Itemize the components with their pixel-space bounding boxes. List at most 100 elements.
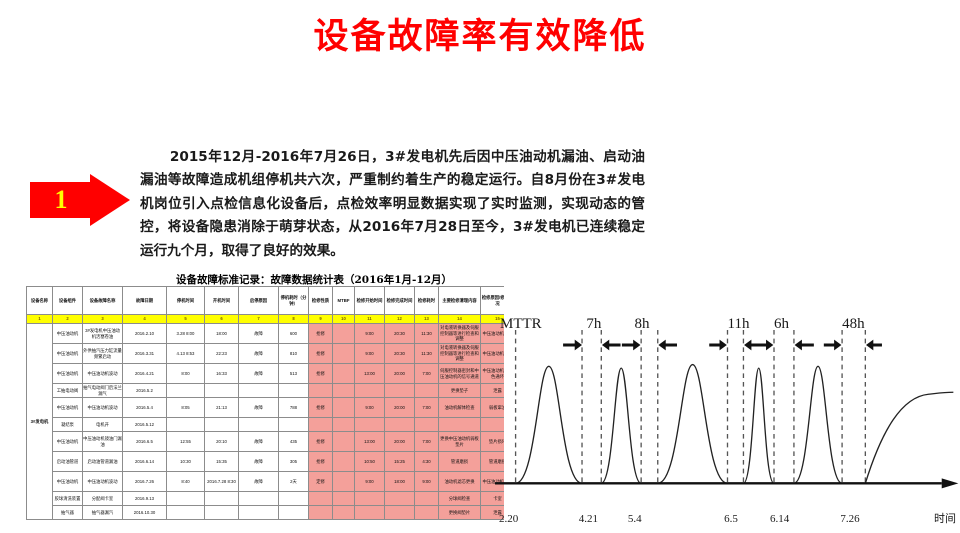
table-head: 设备名称 设备组件 设备故障名称 故障日期 停机时间 开机时间 启停原因 停机耗…	[26, 286, 504, 324]
body-paragraph: 2015年12月-2016年7月26日，3#发电机先后因中压油动机漏油、启动油漏…	[140, 149, 645, 259]
col-num-8: 8	[278, 314, 309, 324]
cell-repair-start: 9:00	[354, 343, 385, 364]
cell-repair-hours	[414, 417, 439, 432]
cell-stop-time: 8:40	[166, 471, 205, 492]
table-row: 胶球清洗装置 分配阀卡室 2016.9.13 分球阀检查 卡室	[27, 491, 504, 506]
cell-fault-name: 分配阀卡室	[82, 491, 123, 506]
failure-peak-curve	[793, 365, 843, 484]
header-row: 设备名称 设备组件 设备故障名称 故障日期 停机时间 开机时间 启停原因 停机耗…	[26, 286, 504, 315]
col-header-downtime-minutes: 停机耗时（分钟）	[278, 286, 309, 315]
interval-arrow-head-icon	[574, 339, 583, 351]
cell-fault-date: 2016.5.2	[122, 383, 167, 398]
cell-stop-time: 12:55	[166, 431, 205, 452]
cell-repair-end: 20:00	[384, 363, 415, 384]
cell-fault-name: 启动油管道漏油	[82, 451, 123, 472]
interval-arrow-head-icon	[834, 339, 842, 351]
cell-fault-name: 外供抽汽压力缸流量频繁启动	[82, 343, 123, 364]
cell-reason	[238, 417, 279, 432]
cell-repair-hours: 7:00	[414, 363, 439, 384]
cell-repair-cause: 垫片损坏	[480, 431, 504, 452]
cell-downtime-minutes: 788	[278, 397, 309, 418]
cell-downtime-minutes: 600	[278, 323, 309, 344]
cell-mtbf	[332, 363, 355, 384]
cell-mtbf	[332, 343, 355, 364]
cell-repair-hours: 4:30	[414, 451, 439, 472]
cell-fault-date: 2016.7.26	[122, 471, 167, 492]
interval-arrow-head-icon	[658, 339, 666, 351]
x-tick-label: 2.20	[498, 513, 519, 525]
interval-arrow-head-icon	[601, 339, 610, 351]
cell-component: 凝结泵	[52, 417, 83, 432]
cell-start-time: 18:00	[204, 323, 239, 344]
cell-stop-time: 4.13 8:53	[166, 343, 205, 364]
cell-repair-start: 13:00	[354, 431, 385, 452]
cell-reason: 故障	[238, 363, 279, 384]
cell-repair-start	[354, 417, 385, 432]
cell-reason	[238, 383, 279, 398]
cell-stop-time	[166, 505, 205, 520]
cell-repair-nature: 定修	[308, 471, 333, 492]
table-row: 中压油动机 中压油动机镜油门漏油 2016.6.5 12:55 20:10 故障 435 抢修…	[27, 431, 504, 452]
col-header-fault-name: 设备故障名称	[82, 286, 123, 315]
cell-component: 中压油动机	[52, 431, 83, 452]
cell-repair-end	[384, 417, 415, 432]
cell-repair-content: 油动机滤芯更换	[438, 471, 481, 492]
cell-repair-end: 20:30	[384, 343, 415, 364]
col-num-5: 5	[166, 314, 205, 324]
step-arrow-badge: 1	[30, 174, 140, 226]
col-header-start-time: 开机时间	[204, 286, 239, 315]
col-header-reason: 启停原因	[238, 286, 279, 315]
badge-number: 1	[54, 185, 68, 214]
cell-repair-cause: 卡室	[480, 491, 504, 506]
cell-repair-hours: 9:00	[414, 471, 439, 492]
cell-repair-end: 20:30	[384, 323, 415, 344]
cell-start-time: 2016.7.28 8:30	[204, 471, 239, 492]
cell-reason: 故障	[238, 451, 279, 472]
cell-repair-cause: 中压油动机波动	[480, 471, 504, 492]
x-axis-title: 时间	[934, 512, 956, 525]
cell-repair-nature	[308, 505, 333, 520]
interval-arrow-head-icon	[866, 339, 874, 351]
cell-repair-content: 对电液转换器及伺服控制器等进行检查和调整	[438, 323, 481, 344]
cell-repair-content: 对电液转换器及伺服控制器等进行检查和调整	[438, 343, 481, 364]
cell-repair-start	[354, 505, 385, 520]
table-row: 抽气器 抽气器漏汽 2016.10.30 更换阀垫片 泄露	[27, 505, 504, 520]
cell-repair-cause: 管道磨损	[480, 451, 504, 472]
cell-fault-date: 2016.3.31	[122, 343, 167, 364]
cell-start-time	[204, 491, 239, 506]
cell-mtbf	[332, 383, 355, 398]
cell-fault-name: 中压油动机波动	[82, 397, 123, 418]
interval-arrow-head-icon	[766, 339, 774, 351]
col-num-11: 11	[354, 314, 385, 324]
cell-downtime-minutes	[278, 383, 309, 398]
cell-repair-end: 20:00	[384, 397, 415, 418]
col-num-2: 2	[52, 314, 83, 324]
cell-component: 启动油管道	[52, 451, 83, 472]
cell-mtbf	[332, 417, 355, 432]
cell-repair-nature	[308, 491, 333, 506]
cell-repair-start: 10:50	[354, 451, 385, 472]
cell-repair-end	[384, 491, 415, 506]
cell-mtbf	[332, 505, 355, 520]
cell-stop-time	[166, 383, 205, 398]
cell-reason: 故障	[238, 323, 279, 344]
cell-repair-end: 18:00	[384, 471, 415, 492]
cell-fault-date: 2016.5.4	[122, 397, 167, 418]
mttr-timeline-chart: MTTR 7h 8h 11h 6h 48h 2.20 4.21 5.4 6.5 6.14 7.26 …	[495, 310, 960, 533]
cell-device-name: 3#发电机	[26, 323, 53, 520]
cell-fault-name: 电机开	[82, 417, 123, 432]
cell-fault-name: 抽气电动阀门后法兰漏气	[82, 383, 123, 398]
cell-repair-nature: 抢修	[308, 431, 333, 452]
interval-arrow-head-icon	[794, 339, 802, 351]
cell-downtime-minutes: 810	[278, 343, 309, 364]
table-row: 中压油动机 外供抽汽压力缸流量频繁启动 2016.3.31 4.13 8:53 22:2…	[27, 343, 504, 364]
cell-repair-content: 分球阀检查	[438, 491, 481, 506]
cell-repair-nature: 抢修	[308, 451, 333, 472]
cell-mtbf	[332, 451, 355, 472]
cell-downtime-minutes	[278, 505, 309, 520]
col-header-fault-date: 故障日期	[122, 286, 167, 315]
cell-repair-end: 20:00	[384, 431, 415, 452]
stable-plateau-curve	[864, 391, 954, 484]
cell-repair-start: 9:00	[354, 397, 385, 418]
